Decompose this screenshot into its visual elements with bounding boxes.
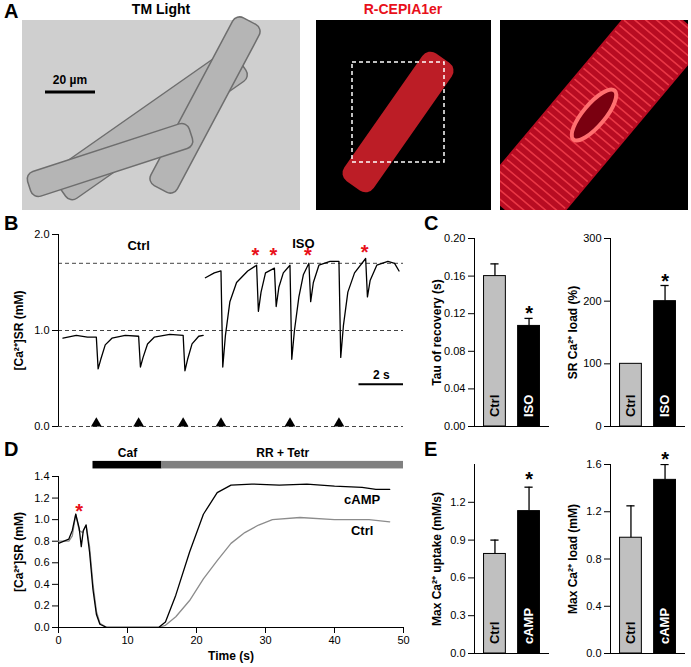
svg-text:Tau of recovery (s): Tau of recovery (s): [430, 279, 444, 385]
svg-text:20 µm: 20 µm: [53, 73, 87, 87]
svg-text:30: 30: [259, 634, 271, 646]
svg-text:0.0: 0.0: [34, 621, 49, 633]
svg-text:0.3: 0.3: [450, 609, 465, 621]
svg-text:0.00: 0.00: [444, 420, 465, 432]
html-text:B: B: [4, 212, 19, 234]
svg-text:40: 40: [328, 634, 340, 646]
svg-text:0.8: 0.8: [586, 553, 601, 565]
svg-text:Max Ca²⁺ load (mM): Max Ca²⁺ load (mM): [566, 504, 580, 614]
svg-text:Max Ca²⁺ uptake (mM/s): Max Ca²⁺ uptake (mM/s): [430, 492, 444, 626]
svg-text:Ctrl: Ctrl: [351, 523, 373, 538]
html-text:E: E: [424, 438, 438, 460]
svg-text:TM Light: TM Light: [132, 1, 191, 17]
svg-text:0.2: 0.2: [34, 599, 49, 611]
svg-text:*: *: [361, 241, 369, 263]
svg-text:0.6: 0.6: [450, 571, 465, 583]
svg-text:0.04: 0.04: [444, 382, 465, 394]
svg-text:1.2: 1.2: [450, 496, 465, 508]
svg-text:50: 50: [397, 634, 409, 646]
svg-text:*: *: [525, 302, 533, 324]
svg-text:0.16: 0.16: [444, 270, 465, 282]
svg-text:2.0: 2.0: [34, 228, 49, 240]
svg-text:0.20: 0.20: [444, 232, 465, 244]
svg-text:cAMP: cAMP: [657, 608, 672, 644]
svg-text:0.12: 0.12: [444, 307, 465, 319]
svg-text:0.4: 0.4: [586, 600, 601, 612]
svg-text:20: 20: [190, 634, 202, 646]
html-text:C: C: [424, 212, 439, 234]
svg-text:0.9: 0.9: [450, 534, 465, 546]
svg-text:1.2: 1.2: [34, 492, 49, 504]
svg-text:0.0: 0.0: [586, 647, 601, 659]
svg-text:0.6: 0.6: [34, 556, 49, 568]
svg-text:Caf: Caf: [118, 446, 138, 460]
svg-text:1.4: 1.4: [34, 470, 49, 482]
svg-text:*: *: [525, 468, 533, 490]
svg-text:100: 100: [583, 357, 601, 369]
svg-text:1.0: 1.0: [34, 513, 49, 525]
svg-text:[Ca²⁺]SR (mM): [Ca²⁺]SR (mM): [12, 291, 26, 371]
svg-text:300: 300: [583, 232, 601, 244]
svg-text:2 s: 2 s: [373, 368, 390, 382]
svg-text:[Ca²⁺]SR (mM): [Ca²⁺]SR (mM): [12, 512, 26, 592]
svg-text:0.0: 0.0: [450, 647, 465, 659]
svg-text:ISO: ISO: [521, 395, 536, 417]
svg-text:RR + Tetr: RR + Tetr: [256, 446, 309, 460]
svg-text:0.8: 0.8: [34, 535, 49, 547]
svg-text:0.0: 0.0: [34, 420, 49, 432]
svg-text:ISO: ISO: [292, 236, 314, 251]
svg-text:Ctrl: Ctrl: [623, 395, 638, 417]
svg-text:0.4: 0.4: [34, 578, 49, 590]
svg-text:1.0: 1.0: [34, 324, 49, 336]
svg-text:cAMP: cAMP: [344, 492, 380, 507]
svg-text:R-CEPIA1er: R-CEPIA1er: [364, 1, 443, 17]
svg-text:0: 0: [595, 420, 601, 432]
svg-text:*: *: [252, 244, 260, 266]
svg-text:Time (s): Time (s): [208, 649, 254, 663]
svg-text:*: *: [75, 500, 83, 522]
svg-text:*: *: [661, 270, 669, 292]
svg-text:200: 200: [583, 295, 601, 307]
svg-text:*: *: [661, 448, 669, 470]
svg-text:0: 0: [55, 634, 61, 646]
svg-text:10: 10: [121, 634, 133, 646]
svg-text:Ctrl: Ctrl: [487, 622, 502, 644]
svg-text:1.2: 1.2: [586, 505, 601, 517]
svg-text:*: *: [269, 244, 277, 266]
svg-text:cAMP: cAMP: [521, 608, 536, 644]
svg-text:0.08: 0.08: [444, 345, 465, 357]
svg-text:Ctrl: Ctrl: [127, 238, 149, 253]
svg-text:ISO: ISO: [657, 395, 672, 417]
svg-text:Ctrl: Ctrl: [487, 395, 502, 417]
svg-text:SR Ca²⁺ load (%): SR Ca²⁺ load (%): [566, 286, 580, 379]
svg-text:Ctrl: Ctrl: [623, 622, 638, 644]
svg-text:1.6: 1.6: [586, 458, 601, 470]
html-text:D: D: [4, 438, 19, 460]
html-text:A: A: [4, 0, 19, 22]
